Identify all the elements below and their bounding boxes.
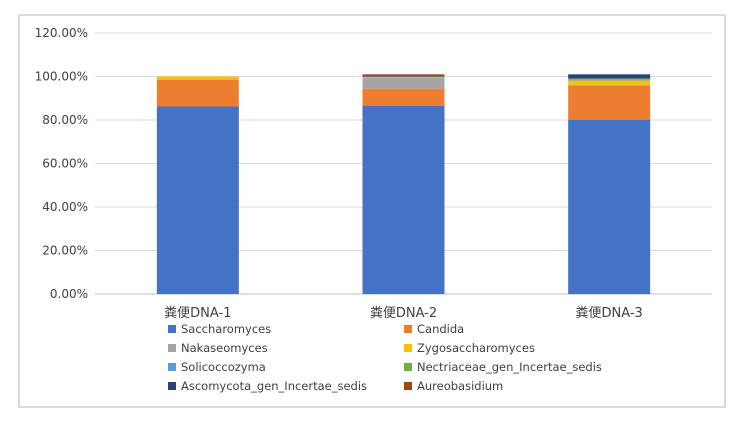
legend-label: Nakaseomyces <box>181 341 268 355</box>
bar-segment <box>568 80 651 85</box>
y-tick-label: 120.00% <box>35 26 88 40</box>
legend-swatch <box>404 344 412 352</box>
legend-item: Nakaseomyces <box>168 341 268 355</box>
x-category-label: 粪便DNA-1 <box>164 306 231 321</box>
y-tick-label: 100.00% <box>35 70 88 84</box>
legend-label: Ascomycota_gen_Incertae_sedis <box>181 379 367 393</box>
bar-segment <box>568 85 651 120</box>
bar-segment <box>568 74 651 79</box>
legend-item: Nectriaceae_gen_Incertae_sedis <box>404 360 602 374</box>
y-tick-label: 80.00% <box>42 113 88 127</box>
y-tick-label: 40.00% <box>42 200 88 214</box>
bar-segment <box>156 106 239 294</box>
legend-label: Zygosaccharomyces <box>417 341 535 355</box>
legend-item: Aureobasidium <box>404 379 503 393</box>
legend: Saccharomyces Candida Nakaseomyces Zygosacc… <box>168 322 602 393</box>
y-tick-label: 60.00% <box>42 157 88 171</box>
legend-swatch <box>404 325 412 333</box>
x-category-label: 粪便DNA-2 <box>370 306 437 321</box>
bar-segment <box>568 78 651 80</box>
legend-swatch <box>404 382 412 390</box>
legend-swatch <box>168 325 176 333</box>
bar-segment <box>362 74 445 77</box>
legend-label: Candida <box>417 322 464 336</box>
legend-item: Solicoccozyma <box>168 360 266 374</box>
bar-segment <box>362 88 445 106</box>
bar-segment <box>156 79 239 107</box>
legend-swatch <box>168 344 176 352</box>
legend-label: Aureobasidium <box>417 379 503 393</box>
bar-segment <box>568 120 651 294</box>
bar-segment <box>362 76 445 77</box>
bar-segment <box>362 77 445 89</box>
bars <box>156 74 651 295</box>
x-axis-categories: 粪便DNA-1 粪便DNA-2 粪便DNA-3 <box>164 306 643 321</box>
legend-item: Saccharomyces <box>168 322 271 336</box>
legend-swatch <box>168 363 176 371</box>
legend-item: Candida <box>404 322 464 336</box>
legend-item: Ascomycota_gen_Incertae_sedis <box>168 379 367 393</box>
legend-item: Zygosaccharomyces <box>404 341 535 355</box>
y-tick-label: 0.00% <box>50 287 88 301</box>
y-axis-ticks: 0.00% 20.00% 40.00% 60.00% 80.00% 100.00% 120.… <box>35 26 88 301</box>
bar-segment <box>362 76 445 78</box>
bar-segment <box>568 79 651 81</box>
legend-swatch <box>404 363 412 371</box>
legend-swatch <box>168 382 176 390</box>
legend-label: Saccharomyces <box>181 322 271 336</box>
y-tick-label: 20.00% <box>42 244 88 258</box>
legend-label: Solicoccozyma <box>181 360 266 374</box>
x-category-label: 粪便DNA-3 <box>576 306 643 321</box>
legend-label: Nectriaceae_gen_Incertae_sedis <box>417 360 602 374</box>
bar-segment <box>362 105 445 295</box>
bar-segment <box>156 76 239 80</box>
bar-segment <box>156 79 239 80</box>
bar-segment <box>568 84 651 86</box>
